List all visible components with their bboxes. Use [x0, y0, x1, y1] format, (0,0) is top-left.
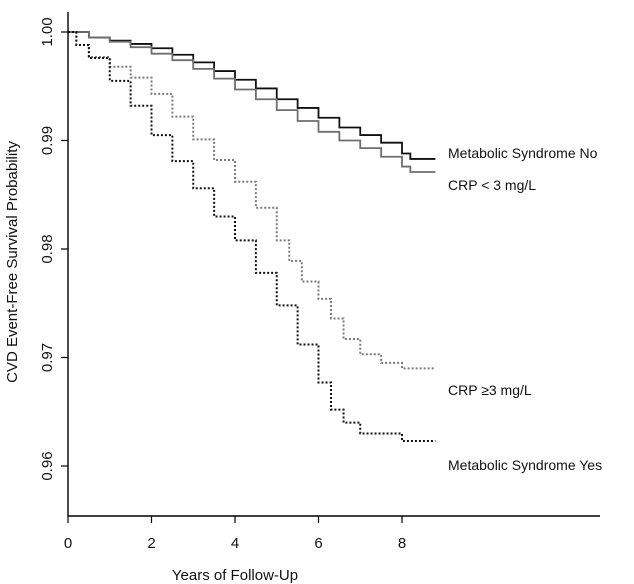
series-label-layer: Metabolic Syndrome No CRP < 3 mg/L CRP ≥3 … — [448, 145, 602, 473]
x-tick-label: 0 — [64, 535, 72, 552]
y-tick-label: 0.98 — [39, 234, 56, 263]
series-line-1 — [68, 31, 436, 173]
series-line-3 — [68, 31, 436, 443]
plot-area — [67, 12, 600, 517]
y-axis-title: CVD Event-Free Survival Probability — [4, 141, 21, 383]
series-line-2 — [68, 31, 436, 370]
tick-layer: 0 2 4 6 8 0.96 0.97 0.98 0.99 1.00 — [39, 17, 406, 552]
y-tick-label: 0.96 — [39, 451, 56, 480]
series-label-0: Metabolic Syndrome No — [448, 145, 598, 161]
x-tick-label: 8 — [398, 535, 406, 552]
x-tick-label: 4 — [231, 535, 239, 552]
series-label-2: CRP ≥3 mg/L — [448, 382, 532, 398]
series-label-3: Metabolic Syndrome Yes — [448, 457, 602, 473]
series-layer — [68, 31, 436, 443]
series-line-0 — [68, 31, 436, 160]
x-tick-label: 6 — [314, 535, 322, 552]
y-tick-label: 0.99 — [39, 126, 56, 155]
y-tick-label: 0.97 — [39, 343, 56, 372]
x-axis-title: Years of Follow-Up — [172, 567, 298, 584]
x-tick-label: 2 — [147, 535, 155, 552]
y-tick-label: 1.00 — [39, 17, 56, 46]
series-label-1: CRP < 3 mg/L — [448, 177, 536, 193]
